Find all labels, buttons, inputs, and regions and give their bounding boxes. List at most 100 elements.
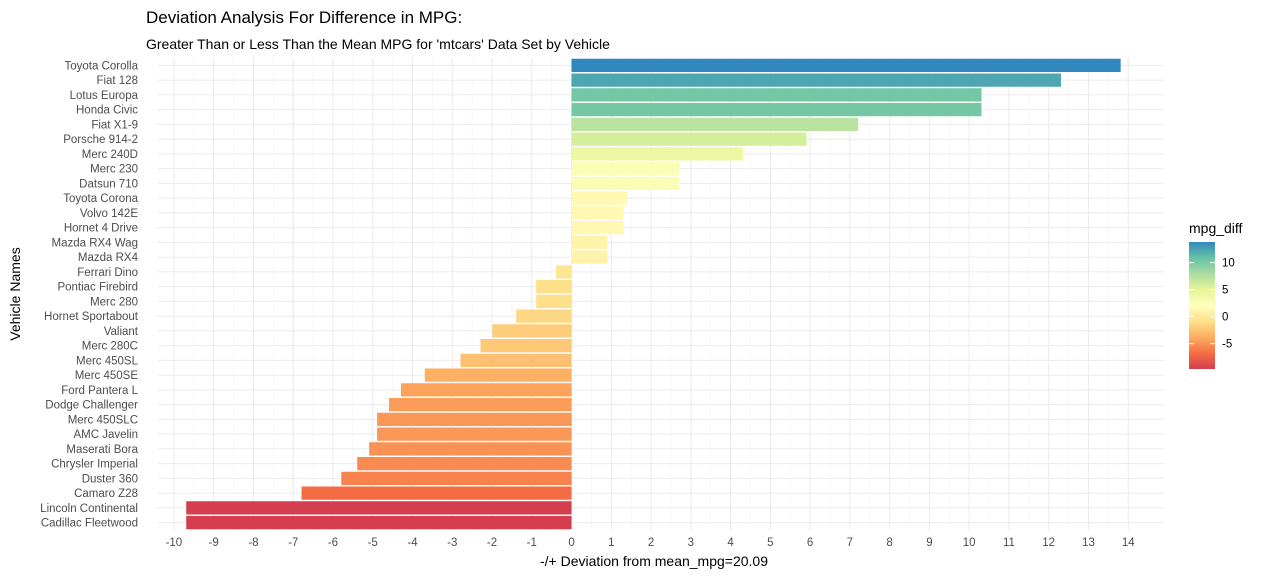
y-tick-label: Datsun 710 — [79, 178, 138, 190]
color-legend: mpg_diff 10 5 0 -5 — [1189, 220, 1243, 369]
x-tick-label: 9 — [926, 537, 932, 549]
legend-tick-label: -5 — [1222, 339, 1232, 351]
x-tick-label: 5 — [767, 537, 773, 549]
x-tick-label: 8 — [886, 537, 892, 549]
x-tick-label: 2 — [648, 537, 654, 549]
y-tick-label: Duster 360 — [82, 473, 138, 485]
bar-merc-450slc — [377, 412, 572, 427]
y-axis-title: Vehicle Names — [7, 247, 23, 340]
x-tick-label: 14 — [1122, 537, 1135, 549]
bar-honda-civic — [571, 102, 982, 117]
legend-tick-label: 5 — [1222, 285, 1228, 297]
y-tick-label: Lotus Europa — [70, 90, 139, 102]
x-tick-label: -3 — [447, 537, 457, 549]
y-tick-label: Fiat 128 — [96, 75, 138, 87]
legend-tick-label: 0 — [1222, 312, 1228, 324]
y-tick-label: Merc 240D — [82, 149, 138, 161]
y-tick-label: Merc 450SL — [76, 355, 139, 367]
x-tick-label: 11 — [1003, 537, 1015, 549]
bar-ford-pantera-l — [400, 383, 572, 397]
y-tick-label: Ford Pantera L — [61, 385, 138, 397]
bar-hornet-4-drive — [571, 220, 624, 235]
bar-dodge-challenger — [389, 397, 572, 412]
x-tick-label: 7 — [847, 537, 853, 549]
y-tick-label: Pontiac Firebird — [57, 282, 138, 294]
bar-fiat-x1-9 — [571, 117, 859, 132]
bar-camaro-z28 — [301, 486, 572, 500]
y-tick-label: Honda Civic — [76, 105, 138, 117]
x-tick-label: -5 — [368, 537, 378, 549]
y-tick-label: Chrysler Imperial — [51, 459, 138, 471]
bar-volvo-142e — [571, 206, 624, 220]
bar-mazda-rx4 — [571, 250, 608, 264]
bar-mazda-rx4-wag — [571, 235, 608, 250]
x-tick-label: -7 — [288, 537, 298, 549]
y-tick-label: Hornet Sportabout — [44, 311, 139, 323]
y-tick-labels: Toyota Corolla Fiat 128 Lotus Europa Honda … — [40, 60, 139, 529]
y-tick-label: Merc 450SE — [75, 370, 139, 382]
y-tick-label: Mazda RX4 Wag — [52, 237, 139, 249]
y-tick-label: Merc 450SLC — [68, 414, 138, 426]
y-tick-label: Toyota Corona — [63, 193, 138, 205]
bar-valiant — [492, 324, 572, 338]
y-tick-label: Valiant — [104, 326, 139, 338]
bar-merc-450sl — [460, 353, 572, 368]
x-tick-label: -9 — [209, 537, 219, 549]
bar-chrysler-imperial — [357, 456, 572, 471]
legend-ticks: 10 5 0 -5 — [1189, 258, 1235, 351]
bar-merc-280c — [480, 338, 572, 353]
y-tick-label: Mazda RX4 — [78, 252, 139, 264]
bar-merc-280 — [536, 294, 572, 309]
y-tick-label: Merc 280 — [90, 296, 138, 308]
y-tick-label: Camaro Z28 — [74, 488, 138, 500]
bar-lotus-europa — [571, 88, 982, 102]
x-tick-labels: -10 -9 -8 -7 -6 -5 -4 -3 -2 -1 0 1 2 3 4 5 6 7 8 9 10 11 12 13 1… — [166, 537, 1136, 549]
x-axis-title: -/+ Deviation from mean_mpg=20.09 — [540, 553, 768, 569]
x-tick-label: 12 — [1042, 537, 1055, 549]
chart-subtitle: Greater Than or Less Than the Mean MPG f… — [146, 36, 610, 52]
y-tick-label: Toyota Corolla — [64, 60, 138, 72]
y-tick-label: Volvo 142E — [80, 208, 139, 220]
chart-title: Deviation Analysis For Difference in MPG… — [146, 8, 462, 27]
bar-toyota-corolla — [571, 58, 1121, 73]
bar-merc-240d — [571, 147, 743, 161]
y-tick-label: Merc 280C — [82, 341, 138, 353]
bar-cadillac-fleetwood — [186, 515, 572, 530]
bar-merc-450se — [424, 368, 572, 382]
y-tick-label: Fiat X1-9 — [91, 119, 138, 131]
x-tick-label: 0 — [568, 537, 574, 549]
x-tick-label: -4 — [407, 537, 418, 549]
legend-tick-label: 10 — [1222, 258, 1235, 270]
bar-maserati-bora — [369, 442, 572, 456]
bar-porsche-914-2 — [571, 132, 807, 146]
x-tick-label: 13 — [1082, 537, 1095, 549]
y-tick-label: Ferrari Dino — [77, 267, 138, 279]
x-tick-label: -10 — [166, 537, 183, 549]
bar-ferrari-dino — [556, 265, 572, 279]
bar-datsun-710 — [571, 176, 680, 191]
x-tick-label: -8 — [248, 537, 258, 549]
y-tick-label: AMC Javelin — [73, 429, 138, 441]
bar-lincoln-continental — [186, 501, 572, 515]
bar-pontiac-firebird — [536, 279, 572, 294]
y-tick-label: Lincoln Continental — [40, 503, 138, 515]
bar-hornet-sportabout — [516, 309, 572, 323]
y-tick-label: Merc 230 — [90, 164, 138, 176]
x-tick-label: 1 — [608, 537, 614, 549]
y-tick-label: Maserati Bora — [66, 444, 138, 456]
bars — [186, 58, 1121, 530]
bar-fiat-128 — [571, 73, 1062, 87]
legend-colorbar — [1189, 242, 1215, 369]
x-tick-label: -2 — [487, 537, 497, 549]
y-tick-label: Porsche 914-2 — [63, 134, 138, 146]
x-tick-label: -1 — [527, 537, 537, 549]
x-tick-label: 6 — [807, 537, 813, 549]
bar-toyota-corona — [571, 191, 628, 205]
y-tick-label: Dodge Challenger — [45, 400, 138, 412]
bar-duster-360 — [341, 471, 572, 486]
x-tick-label: 10 — [963, 537, 976, 549]
y-tick-label: Hornet 4 Drive — [64, 223, 138, 235]
x-tick-label: 4 — [727, 537, 734, 549]
bar-amc-javelin — [377, 427, 572, 441]
